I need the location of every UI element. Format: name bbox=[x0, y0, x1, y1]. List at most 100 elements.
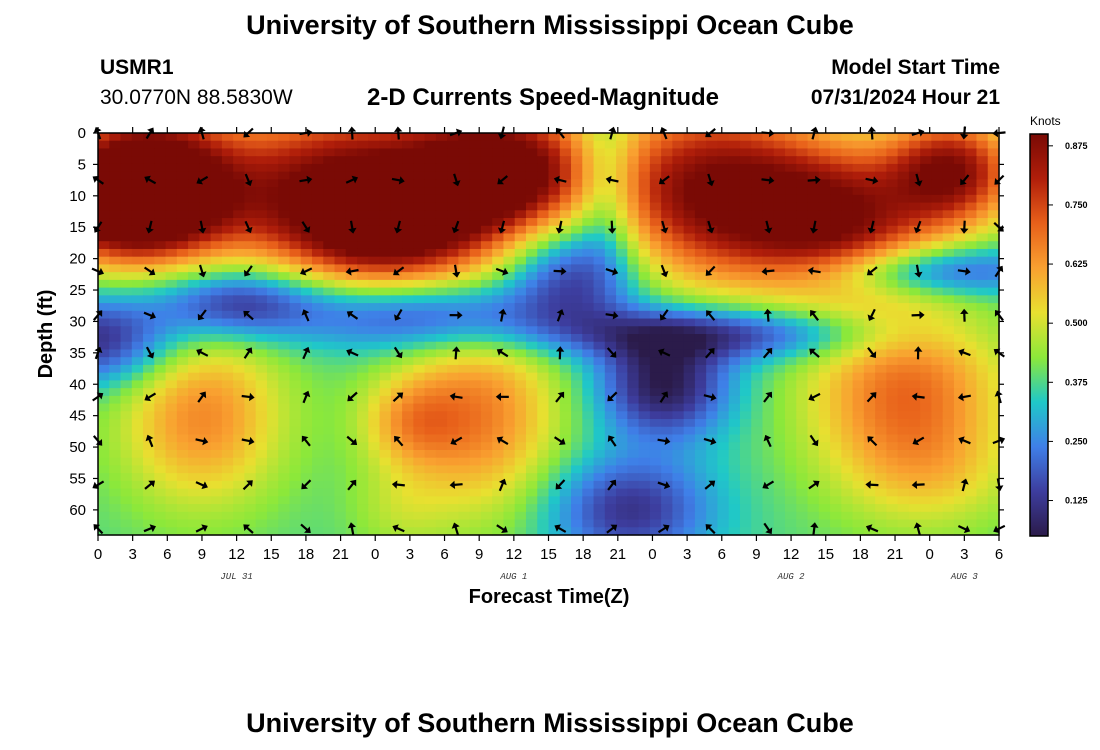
heat-cell bbox=[739, 140, 752, 150]
heat-cell bbox=[548, 202, 561, 211]
heat-cell bbox=[424, 171, 437, 180]
heat-cell bbox=[154, 357, 167, 366]
heat-cell bbox=[357, 210, 369, 219]
heat-cell bbox=[345, 442, 358, 451]
heat-cell bbox=[244, 295, 257, 304]
heat-cell bbox=[300, 202, 313, 211]
heat-cell bbox=[683, 272, 696, 281]
heat-cell bbox=[785, 426, 797, 436]
heat-cell bbox=[424, 194, 437, 204]
heat-cell bbox=[98, 395, 110, 405]
heat-cell bbox=[638, 480, 651, 490]
heat-cell bbox=[841, 403, 854, 412]
heat-cell bbox=[548, 457, 561, 467]
heat-cell bbox=[751, 341, 764, 351]
heat-cell bbox=[728, 519, 741, 528]
heat-cell bbox=[390, 264, 403, 273]
heat-cell bbox=[503, 295, 516, 304]
heat-cell bbox=[199, 279, 212, 289]
heat-cell bbox=[818, 156, 831, 165]
heat-cell bbox=[402, 287, 414, 296]
heat-cell bbox=[435, 310, 448, 320]
heat-cell bbox=[875, 449, 887, 459]
heat-cell bbox=[559, 272, 572, 281]
heat-cell bbox=[953, 133, 966, 142]
heat-cell bbox=[244, 148, 257, 157]
heat-cell bbox=[199, 496, 212, 505]
heat-cell bbox=[390, 334, 403, 343]
heat-cell bbox=[525, 133, 538, 142]
heat-cell bbox=[300, 248, 313, 258]
heat-cell bbox=[796, 496, 809, 505]
heat-cell bbox=[300, 426, 313, 436]
heat-cell bbox=[458, 194, 471, 204]
heat-cell bbox=[638, 156, 651, 165]
heat-cell bbox=[514, 171, 527, 180]
heat-cell bbox=[920, 449, 933, 459]
heat-cell bbox=[368, 349, 381, 358]
heat-cell bbox=[942, 194, 955, 204]
heat-cell bbox=[976, 287, 989, 296]
heat-cell bbox=[706, 511, 719, 521]
heat-cell bbox=[278, 519, 291, 528]
heat-cell bbox=[830, 395, 842, 405]
heat-cell bbox=[976, 426, 989, 436]
heat-cell bbox=[661, 171, 673, 180]
heat-cell bbox=[480, 419, 493, 428]
heat-cell bbox=[739, 264, 752, 273]
heat-cell bbox=[863, 357, 876, 366]
heat-cell bbox=[830, 496, 842, 505]
heat-cell bbox=[143, 504, 155, 513]
heat-cell bbox=[559, 488, 572, 497]
y-tick-label: 55 bbox=[69, 470, 86, 487]
heat-cell bbox=[593, 287, 606, 296]
heat-cell bbox=[368, 419, 381, 428]
heat-cell bbox=[514, 527, 527, 536]
heat-cell bbox=[300, 457, 313, 467]
heat-cell bbox=[920, 480, 933, 490]
heat-cell bbox=[785, 163, 797, 173]
y-tick-label: 50 bbox=[69, 439, 86, 456]
heat-cell bbox=[109, 148, 122, 157]
heat-cell bbox=[424, 473, 437, 482]
heat-cell bbox=[987, 303, 1000, 312]
heat-cell bbox=[266, 326, 279, 335]
heat-cell bbox=[289, 357, 302, 366]
heat-cell bbox=[447, 264, 459, 273]
heat-cell bbox=[469, 449, 482, 459]
heat-cell bbox=[165, 519, 178, 528]
heat-cell bbox=[751, 140, 764, 150]
heat-cell bbox=[728, 349, 741, 358]
heat-cell bbox=[120, 357, 133, 366]
heat-cell bbox=[503, 310, 516, 320]
heat-cell bbox=[289, 473, 302, 482]
heat-cell bbox=[266, 403, 279, 412]
heat-cell bbox=[762, 457, 775, 467]
heat-cell bbox=[109, 233, 122, 242]
heat-cell bbox=[841, 156, 854, 165]
heat-cell bbox=[604, 473, 617, 482]
heat-cell bbox=[143, 256, 155, 266]
heat-cell bbox=[638, 372, 651, 381]
heat-cell bbox=[503, 225, 516, 235]
heat-cell bbox=[480, 264, 493, 273]
heat-cell bbox=[480, 511, 493, 521]
heat-cell bbox=[942, 527, 955, 536]
heat-cell bbox=[863, 488, 876, 497]
heat-cell bbox=[807, 318, 820, 327]
heat-cell bbox=[548, 318, 561, 327]
direction-arrow bbox=[553, 436, 566, 445]
heat-cell bbox=[255, 341, 268, 351]
heat-cell bbox=[447, 133, 459, 142]
heat-cell bbox=[143, 496, 155, 505]
heat-cell bbox=[176, 303, 189, 312]
heat-cell bbox=[334, 519, 347, 528]
heat-cell bbox=[593, 241, 606, 250]
heat-cell bbox=[357, 272, 369, 281]
heat-cell bbox=[728, 388, 741, 397]
heat-cell bbox=[694, 171, 707, 180]
heat-cell bbox=[953, 272, 966, 281]
heat-cell bbox=[514, 241, 527, 250]
heat-cell bbox=[368, 496, 381, 505]
heat-cell bbox=[537, 449, 550, 459]
